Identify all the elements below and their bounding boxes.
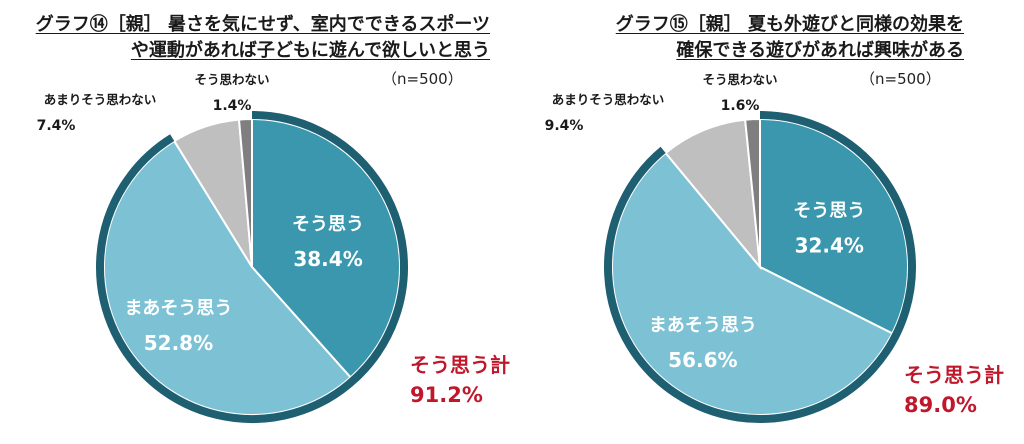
agree-total-ring: [96, 111, 408, 423]
chart-title-line-1: グラフ⑭［親］ 暑さを気にせず、室内でできるスポーツ: [35, 14, 490, 35]
chart-title-line-1: グラフ⑮［親］ 夏も外遊びと同様の効果を: [615, 14, 964, 35]
chart-panel-14: グラフ⑭［親］ 暑さを気にせず、室内でできるスポーツ や運動があれば子どもに遊ん…: [35, 14, 510, 423]
total-callout-value: 89.0%: [904, 393, 977, 417]
agree-total-ring: [604, 111, 916, 423]
slice-value-label: 1.4%: [213, 98, 252, 114]
slice-value-label: 7.4%: [37, 118, 76, 134]
chart-title-line-2: や運動があれば子どもに遊んで欲しいと思う: [130, 40, 490, 61]
pie-slice-3: [664, 118, 762, 271]
sample-size-label: （n=500）: [382, 70, 463, 88]
slice-label: あまりそう思わない: [552, 92, 665, 107]
slice-value-label: 32.4%: [795, 233, 864, 257]
total-callout: そう思う計 89.0%: [904, 360, 1004, 420]
sample-size-label: （n=500）: [860, 70, 941, 88]
slice-value-label: 56.6%: [668, 348, 737, 372]
total-callout-value: 91.2%: [410, 383, 483, 407]
chart-title-line-2: 確保できる遊びがあれば興味がある: [676, 40, 964, 61]
slice-label: まあそう思う: [649, 315, 757, 336]
slice-value-label: 38.4%: [293, 247, 362, 271]
chart-panel-15: グラフ⑮［親］ 夏も外遊びと同様の効果を 確保できる遊びがあれば興味がある （n…: [512, 0, 1024, 444]
total-callout: そう思う計 91.2%: [410, 350, 510, 410]
slice-label: あまりそう思わない: [44, 92, 157, 107]
pie-slice-1: [251, 117, 401, 379]
slice-value-label: 1.6%: [721, 98, 760, 114]
slice-label: まあそう思う: [124, 298, 232, 319]
slice-value-label: 52.8%: [144, 331, 213, 355]
pie-slice-4: [237, 117, 253, 268]
slice-label: そう思う: [793, 200, 865, 221]
slice-value-label: 9.4%: [545, 118, 584, 134]
total-callout-label: そう思う計: [904, 363, 1004, 387]
pie-slice-2: [103, 139, 352, 416]
slice-label: そう思わない: [194, 72, 269, 87]
total-callout-label: そう思う計: [410, 353, 510, 377]
slice-label: そう思う: [292, 214, 364, 235]
pie-slice-1: [759, 117, 909, 335]
pie-slice-2: [611, 151, 894, 416]
pie-chart: そう思う 38.4% まあそう思う 52.8% あまりそう思わない 7.4% そう思わない 1…: [37, 72, 408, 423]
pie-slice-4: [744, 117, 761, 268]
pie-chart: そう思う 32.4% まあそう思う 56.6% あまりそう思わない 9.4% そう思わない 1…: [545, 72, 916, 423]
slice-label: そう思わない: [702, 72, 777, 87]
